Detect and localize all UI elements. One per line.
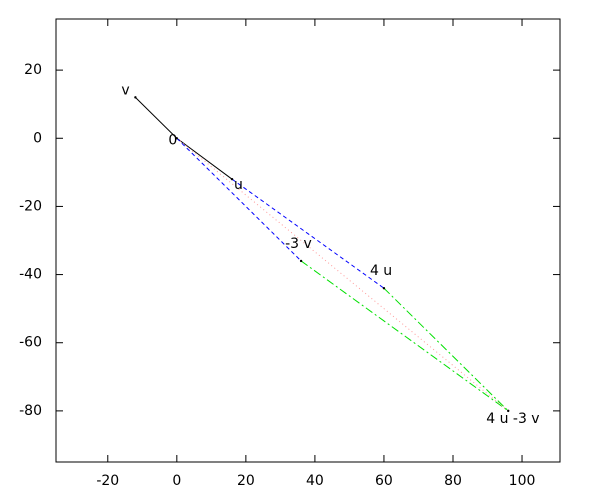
plot-frame — [55, 18, 561, 463]
vector-point — [175, 137, 179, 140]
point-label: u — [234, 177, 243, 193]
x-tick-label: 60 — [375, 473, 393, 489]
y-tick-label: -60 — [19, 335, 42, 351]
point-label: 4 u — [370, 263, 392, 279]
point-label: 4 u -3 v — [486, 411, 539, 427]
vector-point — [134, 96, 137, 99]
vector-line — [135, 97, 178, 139]
sum-line — [383, 287, 509, 412]
vector-point — [230, 177, 234, 181]
x-tick-label: 20 — [237, 473, 255, 489]
scaled-line — [231, 178, 385, 289]
vector-point — [299, 259, 303, 263]
x-tick-label: -20 — [96, 473, 119, 489]
y-tick-label: 20 — [24, 62, 42, 78]
y-tick-label: -40 — [19, 267, 42, 283]
vector-point — [382, 287, 386, 290]
vector-point — [507, 409, 510, 413]
y-tick-label: -20 — [19, 198, 42, 214]
y-tick-label: 0 — [33, 130, 42, 146]
point-label: -3 v — [285, 236, 312, 252]
y-tick-label: -80 — [19, 403, 42, 419]
scaled-line — [176, 137, 302, 262]
x-tick-label: 80 — [444, 473, 462, 489]
point-label: 0 — [168, 132, 177, 148]
vector-line — [176, 137, 233, 180]
x-tick-label: 40 — [306, 473, 324, 489]
sum-line — [300, 260, 509, 412]
x-tick-label: 100 — [509, 473, 536, 489]
diagonal-line — [176, 137, 509, 412]
x-tick-label: 0 — [172, 473, 181, 489]
point-label: v — [121, 82, 129, 98]
